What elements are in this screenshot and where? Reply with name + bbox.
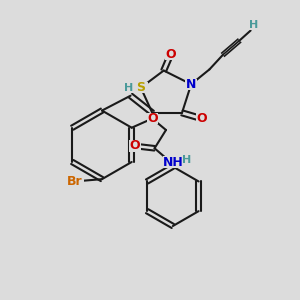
Text: O: O: [196, 112, 207, 125]
Text: H: H: [182, 155, 191, 165]
Text: H: H: [124, 83, 133, 93]
FancyBboxPatch shape: [182, 154, 192, 165]
Text: H: H: [249, 20, 259, 30]
Text: S: S: [136, 81, 146, 94]
FancyBboxPatch shape: [146, 113, 158, 124]
Text: NH: NH: [163, 155, 183, 169]
FancyBboxPatch shape: [65, 176, 84, 187]
FancyBboxPatch shape: [165, 49, 176, 60]
FancyBboxPatch shape: [129, 140, 141, 152]
FancyBboxPatch shape: [123, 82, 134, 93]
Text: O: O: [147, 112, 158, 125]
FancyBboxPatch shape: [185, 79, 197, 90]
FancyBboxPatch shape: [249, 20, 259, 30]
Text: Br: Br: [67, 175, 82, 188]
Text: O: O: [130, 140, 140, 152]
Text: O: O: [165, 48, 176, 61]
FancyBboxPatch shape: [196, 113, 207, 124]
FancyBboxPatch shape: [163, 156, 183, 168]
FancyBboxPatch shape: [134, 82, 148, 93]
Text: N: N: [186, 78, 196, 91]
